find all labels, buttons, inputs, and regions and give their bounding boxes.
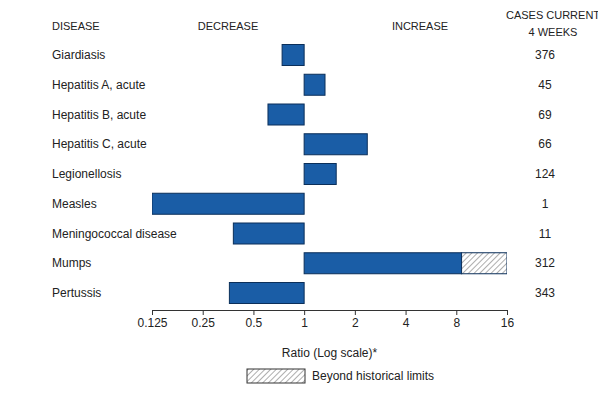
category-label: Meningococcal disease: [52, 227, 177, 241]
x-axis: 0.125 0.25 0.5 1 2 4 8 16: [137, 310, 514, 330]
case-count: 66: [538, 137, 552, 151]
legend-label: Beyond historical limits: [312, 369, 434, 383]
tick-label: 8: [453, 316, 460, 330]
tick-mark: [355, 310, 356, 315]
case-count: 343: [535, 286, 555, 300]
bar: [268, 104, 304, 125]
tick: 0.125: [137, 310, 167, 330]
tick-mark: [456, 310, 457, 315]
case-count: 1: [542, 197, 549, 211]
bar: [304, 134, 367, 155]
tick: 2: [352, 310, 359, 330]
category-label: Hepatitis A, acute: [52, 78, 146, 92]
case-count: 11: [539, 227, 552, 241]
tick-label: 1: [301, 316, 308, 330]
bar: [233, 223, 304, 244]
tick-label: 0.25: [192, 316, 216, 330]
case-count: 312: [535, 256, 555, 270]
bar-beyond-limit: [462, 253, 507, 274]
tick: 4: [403, 310, 410, 330]
category-label: Pertussis: [52, 286, 101, 300]
category-label: Hepatitis C, acute: [52, 137, 147, 151]
case-count: 69: [538, 108, 552, 122]
case-count: 45: [538, 78, 552, 92]
bar: [304, 74, 325, 95]
bar: [282, 45, 304, 66]
bar: [152, 193, 304, 214]
case-count: 124: [535, 167, 555, 181]
tick-label: 4: [403, 316, 410, 330]
tick: 8: [453, 310, 460, 330]
header-disease: DISEASE: [52, 20, 100, 32]
category-label: Measles: [52, 197, 97, 211]
header-cases: CASES CURRENT: [506, 9, 598, 21]
tick-mark: [203, 310, 204, 315]
category-label: Legionellosis: [52, 167, 121, 181]
chart: DISEASE DECREASE INCREASE CASES CURRENT 4 WE…: [0, 0, 598, 395]
header-increase: INCREASE: [392, 20, 448, 32]
tick-mark: [253, 310, 254, 315]
legend-swatch: [247, 369, 305, 383]
tick-mark: [406, 310, 407, 315]
tick: 0.25: [192, 310, 216, 330]
tick-label: 2: [352, 316, 359, 330]
tick-mark: [507, 310, 508, 315]
tick-mark: [304, 310, 305, 315]
bars: [152, 45, 507, 304]
axis-line: [153, 311, 508, 316]
tick-label: 0.125: [137, 316, 167, 330]
case-count: 376: [535, 48, 555, 62]
tick-mark: [152, 310, 153, 315]
bar: [304, 164, 336, 185]
tick: 16: [501, 310, 515, 330]
tick: 0.5: [246, 310, 263, 330]
bar: [229, 283, 304, 304]
axis-title: Ratio (Log scale)*: [282, 346, 378, 360]
category-label: Giardiasis: [52, 48, 105, 62]
tick-label: 0.5: [246, 316, 263, 330]
tick-label: 16: [501, 316, 515, 330]
category-label: Hepatitis B, acute: [52, 108, 146, 122]
tick: 1: [301, 310, 308, 330]
category-label: Mumps: [52, 256, 91, 270]
header-decrease: DECREASE: [198, 20, 259, 32]
header-cases: 4 WEEKS: [529, 26, 578, 38]
bar: [304, 253, 461, 274]
